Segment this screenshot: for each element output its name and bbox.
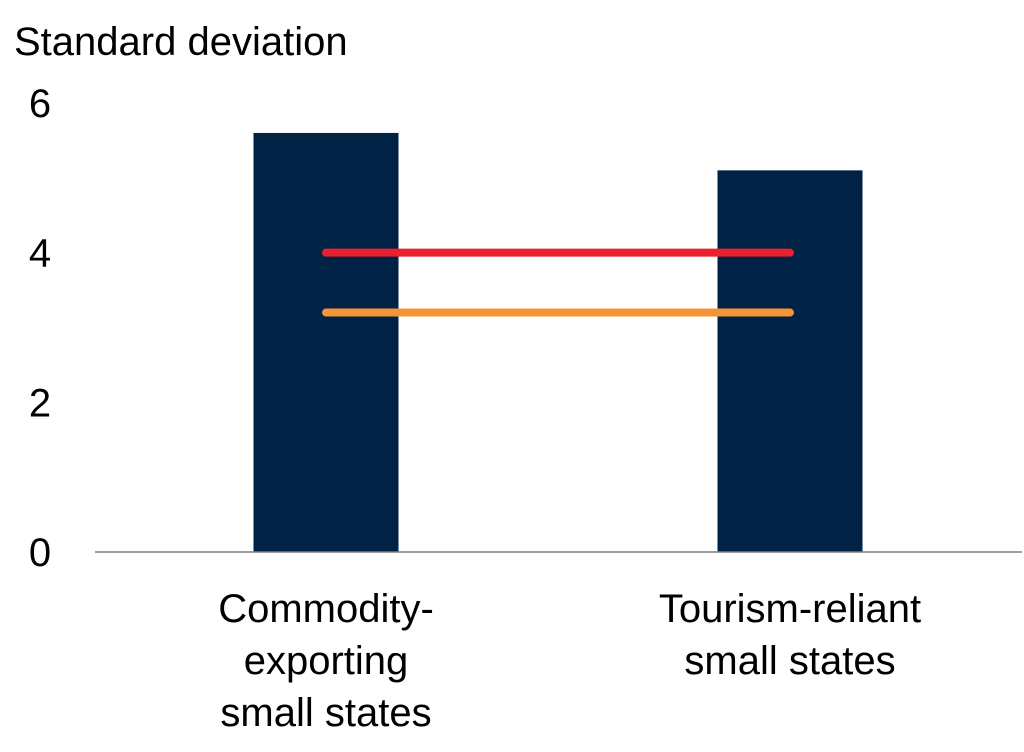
reference-lines xyxy=(322,248,794,317)
category-label-line: small states xyxy=(684,639,895,683)
category-label-line: exporting xyxy=(244,639,409,683)
y-tick-label: 4 xyxy=(29,232,51,276)
category-label-line: Commodity- xyxy=(218,587,434,631)
y-axis-ticks: 0 2 4 6 xyxy=(29,82,51,575)
category-label: Commodity-exporting small states xyxy=(218,587,434,735)
bars xyxy=(253,132,863,552)
y-tick-label: 6 xyxy=(29,82,51,126)
category-label-line: Tourism-reliant xyxy=(659,587,921,631)
category-labels: Commodity-exporting small statesTourism-r… xyxy=(218,587,921,735)
y-tick-label: 0 xyxy=(29,531,51,575)
category-label-line: small states xyxy=(220,691,431,735)
category-label: Tourism-reliant small states xyxy=(659,587,921,683)
bar xyxy=(253,132,399,552)
y-axis-title: Standard deviation xyxy=(14,20,348,64)
y-tick-label: 2 xyxy=(29,381,51,425)
bar xyxy=(717,170,863,552)
